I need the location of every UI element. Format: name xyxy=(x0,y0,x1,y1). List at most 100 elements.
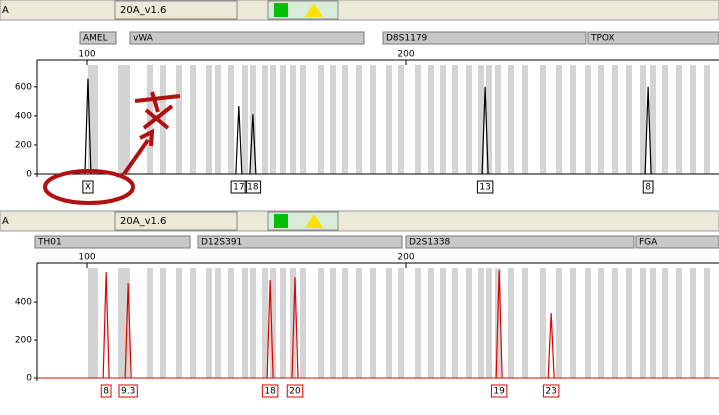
allele-bin xyxy=(88,65,94,174)
x-tick-label: 200 xyxy=(397,253,414,263)
allele-box xyxy=(230,180,248,194)
allele-bin xyxy=(612,268,618,378)
allele-bin xyxy=(650,65,656,174)
peak xyxy=(644,86,652,175)
allele-bin xyxy=(466,268,472,378)
allele-box xyxy=(542,384,560,398)
arrow-head xyxy=(139,128,155,147)
allele-box xyxy=(286,384,304,398)
allele-bin xyxy=(486,65,492,174)
annotation xyxy=(43,91,181,205)
sample-name: A xyxy=(2,216,9,227)
allele-bin xyxy=(318,65,324,174)
allele-bin xyxy=(160,268,166,378)
allele-bin xyxy=(522,268,528,378)
allele-bin xyxy=(342,268,348,378)
panel-header: A 20A_v1.6 xyxy=(0,210,719,232)
allele-bin xyxy=(398,65,404,174)
allele-bin xyxy=(495,65,501,174)
allele-bin xyxy=(242,268,248,378)
allele-bin xyxy=(522,65,528,174)
allele-bin xyxy=(290,65,296,174)
locus-name: FGA xyxy=(639,238,658,248)
allele-box xyxy=(82,180,94,194)
status-green xyxy=(274,3,288,17)
peak xyxy=(249,114,257,175)
allele-label: 13 xyxy=(479,183,490,193)
allele-label: 9.3 xyxy=(121,387,135,397)
allele-bin xyxy=(585,268,591,378)
allele-bin xyxy=(190,268,196,378)
locus-name: D12S391 xyxy=(201,238,242,248)
locus-bar xyxy=(382,31,587,45)
allele-bin xyxy=(486,268,492,378)
x-tick-label: 100 xyxy=(78,253,95,263)
panel-name: 20A_v1.6 xyxy=(120,5,166,16)
allele-bin xyxy=(118,65,124,174)
locus-bar xyxy=(79,31,117,45)
crossed-symbol xyxy=(134,91,181,130)
allele-bin xyxy=(508,268,514,378)
allele-bin xyxy=(160,65,166,174)
allele-label: 8 xyxy=(103,387,109,397)
allele-bin xyxy=(662,268,668,378)
allele-box xyxy=(476,180,494,194)
allele-bin xyxy=(262,268,268,378)
y-tick-label: 200 xyxy=(15,140,32,150)
panel-name: 20A_v1.6 xyxy=(120,216,166,227)
allele-bin xyxy=(386,268,392,378)
allele-bin xyxy=(540,65,546,174)
peak xyxy=(481,86,489,175)
allele-bin xyxy=(206,268,212,378)
locus-name: vWA xyxy=(133,34,154,44)
allele-bin xyxy=(270,65,276,174)
allele-bin xyxy=(118,268,124,378)
peak xyxy=(547,313,555,379)
allele-bin xyxy=(342,65,348,174)
allele-bin xyxy=(428,65,434,174)
allele-bin xyxy=(690,65,696,174)
y-tick-label: 200 xyxy=(15,336,32,346)
locus-name: D2S1338 xyxy=(409,238,451,248)
allele-label: 17 xyxy=(233,183,244,193)
allele-bin xyxy=(440,268,446,378)
allele-bin xyxy=(300,268,306,378)
x-tick-label: 200 xyxy=(397,50,414,60)
allele-bin xyxy=(176,268,182,378)
allele-bin xyxy=(92,268,98,378)
allele-bin xyxy=(318,268,324,378)
allele-bin xyxy=(250,268,256,378)
allele-bin xyxy=(650,268,656,378)
allele-bin xyxy=(370,268,376,378)
allele-bin xyxy=(415,65,421,174)
allele-bin xyxy=(626,268,632,378)
sample-name: A xyxy=(2,5,9,16)
allele-bin xyxy=(228,268,234,378)
allele-bin xyxy=(215,65,221,174)
locus-bar xyxy=(587,31,719,45)
allele-label: 18 xyxy=(264,387,276,397)
arrow-shaft xyxy=(122,138,150,176)
header-bar xyxy=(0,210,719,232)
allele-bin xyxy=(626,65,632,174)
status-yellow xyxy=(305,214,323,228)
allele-box xyxy=(118,384,138,398)
locus-bar xyxy=(197,235,403,249)
allele-bin xyxy=(640,65,646,174)
allele-bin xyxy=(215,268,221,378)
allele-bin xyxy=(704,268,710,378)
allele-label: 20 xyxy=(289,387,301,397)
x-tick-label: 100 xyxy=(78,50,95,60)
peak xyxy=(495,270,503,379)
allele-bin xyxy=(330,268,336,378)
allele-box xyxy=(261,384,279,398)
allele-bin xyxy=(88,268,94,378)
allele-label: 23 xyxy=(545,387,556,397)
allele-bin xyxy=(704,65,710,174)
status-green xyxy=(274,214,288,228)
peak xyxy=(291,277,299,379)
locus-name: TH01 xyxy=(37,238,62,248)
allele-bin xyxy=(690,268,696,378)
allele-bin xyxy=(386,65,392,174)
